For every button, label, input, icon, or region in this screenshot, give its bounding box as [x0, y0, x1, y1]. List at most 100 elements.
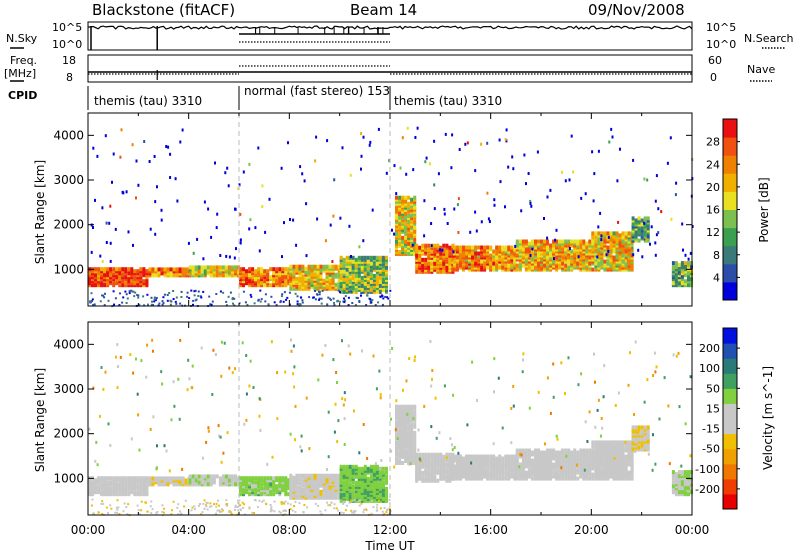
data-cell: [351, 275, 355, 280]
data-cell: [230, 265, 234, 270]
scatter-echo: [358, 245, 361, 249]
scatter-echo: [344, 299, 347, 302]
scatter-echo: [387, 297, 390, 300]
scatter-echo: [368, 143, 371, 147]
y-tick-label: 4000: [53, 128, 84, 142]
data-cell: [594, 231, 598, 236]
scatter-echo: [228, 255, 231, 259]
data-cell: [600, 231, 604, 236]
data-cell: [510, 466, 514, 471]
data-cell: [292, 270, 296, 275]
data-cell: [118, 482, 122, 487]
scatter-echo: [120, 128, 123, 132]
data-cell: [301, 276, 305, 281]
scatter-echo: [149, 427, 152, 431]
scatter-echo: [135, 159, 138, 163]
data-cell: [579, 259, 583, 264]
scatter-echo: [94, 198, 96, 202]
scatter-echo: [643, 221, 646, 225]
data-cell: [631, 425, 635, 430]
scatter-echo: [634, 450, 637, 453]
scatter-echo: [416, 126, 419, 130]
data-cell: [372, 482, 376, 487]
scatter-echo: [190, 289, 193, 292]
data-cell: [248, 273, 252, 278]
data-cell: [136, 490, 140, 495]
data-cell: [395, 420, 398, 425]
data-cell: [369, 464, 373, 469]
data-cell: [136, 269, 140, 274]
data-cell: [351, 484, 355, 489]
data-cell: [585, 259, 589, 264]
scatter-echo: [249, 359, 252, 363]
data-cell: [618, 239, 622, 244]
data-cell: [363, 255, 367, 260]
data-cell: [591, 239, 595, 244]
scatter-echo: [314, 290, 316, 292]
data-cell: [337, 272, 341, 277]
data-cell: [534, 239, 537, 244]
scatter-echo: [597, 225, 600, 229]
data-cell: [319, 274, 323, 279]
data-cell: [163, 476, 167, 481]
data-cell: [121, 283, 125, 288]
data-cell: [576, 239, 580, 244]
data-cell: [445, 468, 449, 473]
data-cell: [527, 448, 531, 453]
data-cell: [504, 470, 508, 475]
scatter-echo: [220, 460, 223, 464]
data-cell: [606, 239, 610, 244]
scatter-echo: [412, 168, 415, 172]
data-cell: [398, 459, 402, 463]
scatter-echo: [391, 347, 394, 350]
scatter-echo: [556, 437, 559, 441]
data-cell: [369, 482, 373, 487]
scatter-echo: [362, 135, 365, 139]
data-cell: [674, 476, 678, 481]
scatter-echo: [337, 289, 340, 292]
data-cell: [372, 255, 376, 260]
data-cell: [624, 231, 628, 236]
scatter-echo: [444, 132, 447, 136]
scatter-echo: [179, 338, 182, 342]
data-cell: [163, 267, 167, 272]
scatter-echo: [657, 231, 660, 235]
scatter-echo: [555, 228, 558, 232]
data-cell: [624, 446, 628, 451]
data-cell: [363, 464, 367, 469]
data-cell: [398, 420, 402, 425]
scatter-echo: [654, 241, 657, 245]
data-cell: [172, 476, 176, 481]
data-cell: [239, 492, 242, 497]
data-cell: [498, 476, 502, 481]
data-cell: [287, 478, 291, 483]
scatter-echo: [176, 199, 179, 203]
colorbar-tick-label: 24: [706, 158, 720, 171]
nsky-line: [87, 25, 693, 30]
scatter-echo: [514, 244, 517, 248]
data-cell: [683, 490, 687, 495]
data-cell: [307, 473, 311, 478]
data-cell: [594, 239, 598, 244]
data-cell: [524, 448, 528, 453]
data-cell: [345, 464, 349, 469]
data-cell: [588, 476, 592, 481]
data-cell: [369, 255, 373, 260]
data-cell: [671, 480, 675, 485]
data-cell: [474, 454, 478, 459]
data-cell: [407, 430, 411, 435]
data-cell: [334, 282, 338, 287]
scatter-echo: [169, 299, 172, 302]
data-cell: [634, 218, 638, 223]
data-cell: [410, 213, 414, 218]
data-cell: [459, 259, 462, 264]
data-cell: [615, 237, 619, 242]
data-cell: [115, 267, 119, 272]
data-cell: [433, 253, 437, 258]
data-cell: [245, 488, 248, 493]
scatter-echo: [124, 290, 127, 293]
scatter-echo: [181, 128, 184, 132]
data-cell: [269, 275, 273, 280]
scatter-echo: [684, 422, 687, 426]
data-cell: [634, 429, 638, 434]
